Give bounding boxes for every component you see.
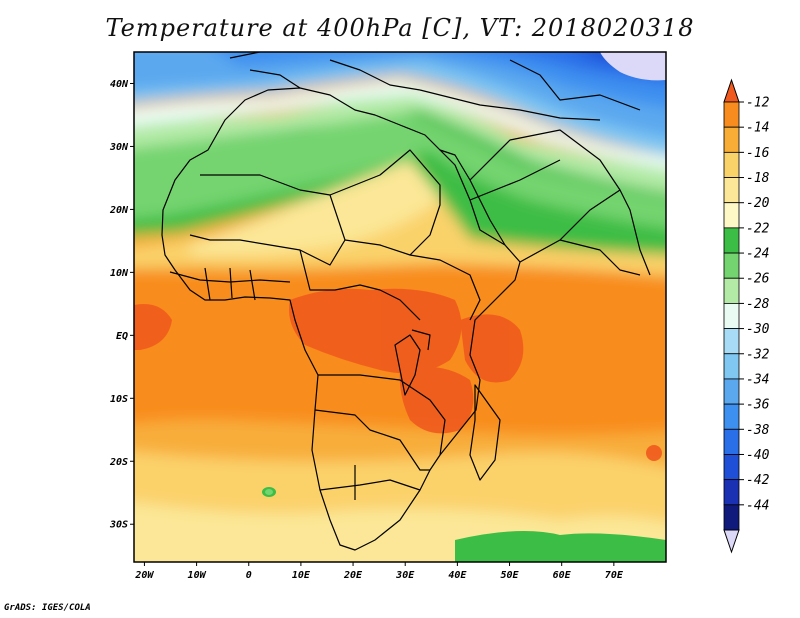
colorbar-tick-label: -12: [746, 96, 770, 111]
lon-tick-label: 0: [246, 570, 252, 581]
lat-tick-label: 10N: [110, 268, 129, 279]
lon-tick-label: 40E: [448, 570, 467, 581]
temperature-field: [134, 52, 666, 562]
colorbar-segment: [723, 151, 740, 178]
colorbar-top-triangle: [723, 78, 740, 103]
credit-label: GrADS: IGES/COLA: [4, 603, 91, 613]
lon-tick-label: 10E: [292, 570, 311, 581]
lon-tick-label: 60E: [553, 570, 572, 581]
country-borders: [161, 52, 651, 551]
colorbar-tick-label: -38: [746, 423, 770, 438]
colorbar-segment: [723, 428, 740, 455]
colorbar-segment: [723, 177, 740, 204]
colorbar-segment: [723, 303, 740, 329]
colorbar-segment: [723, 252, 740, 279]
colorbar-tick-label: -44: [746, 498, 769, 513]
colorbar-segment: [723, 126, 740, 153]
colorbar-segment: [723, 227, 740, 254]
colorbar: -12 -14 -16 -18 -20 -22 -24 -26 -28 -30 -32 -34 -36 -…: [723, 78, 770, 554]
colorbar-tick-label: -16: [746, 146, 770, 161]
colorbar-segment: [723, 202, 740, 229]
colorbar-segment: [723, 479, 740, 506]
colorbar-tick-label: -14: [746, 121, 769, 136]
lon-tick-label: 30E: [395, 570, 415, 581]
lat-tick-label: 20S: [109, 457, 128, 468]
lat-tick-label: 10S: [110, 394, 128, 405]
colorbar-tick-label: -30: [746, 322, 770, 337]
colorbar-segment: [723, 277, 740, 304]
lon-tick-label: 20W: [134, 570, 154, 581]
lon-tick-label: 20E: [343, 570, 363, 581]
colorbar-segment: [723, 504, 740, 531]
colorbar-bottom-triangle: [723, 529, 740, 554]
colorbar-tick-label: -18: [746, 171, 770, 186]
colorbar-segment: [723, 328, 740, 355]
lon-tick-label: 10W: [188, 570, 207, 581]
colorbar-tick-label: -22: [746, 221, 770, 236]
lat-tick-label: EQ: [116, 331, 128, 342]
colorbar-segment: [723, 101, 740, 128]
colorbar-tick-label: -20: [746, 196, 770, 211]
colorbar-segment: [723, 454, 740, 481]
lat-tick-label: 20N: [109, 205, 129, 216]
colorbar-tick-label: -34: [746, 372, 769, 387]
colorbar-tick-label: -26: [746, 272, 770, 287]
colorbar-segment: [723, 403, 740, 430]
colorbar-tick-label: -42: [746, 473, 770, 488]
lon-tick-label: 70E: [605, 570, 624, 581]
axis-ticks: 40N 30N 20N 10N EQ 10S 20S 30S 20W 10W 0 10E 20E 30E 4…: [109, 79, 624, 581]
lat-tick-label: 30N: [109, 142, 129, 153]
map-frame: [133, 51, 667, 563]
colorbar-tick-label: -24: [746, 247, 769, 262]
colorbar-tick-label: -40: [746, 448, 770, 463]
colorbar-segment: [723, 353, 740, 380]
map-title: Temperature at 400hPa [C], VT: 201802031…: [105, 14, 695, 42]
colorbar-tick-label: -28: [746, 297, 770, 312]
lon-tick-label: 50E: [500, 570, 519, 581]
lat-tick-label: 30S: [109, 520, 128, 531]
lat-tick-label: 40N: [110, 79, 129, 90]
colorbar-segment: [723, 378, 740, 405]
colorbar-tick-label: -36: [746, 398, 770, 413]
colorbar-tick-label: -32: [746, 347, 770, 362]
